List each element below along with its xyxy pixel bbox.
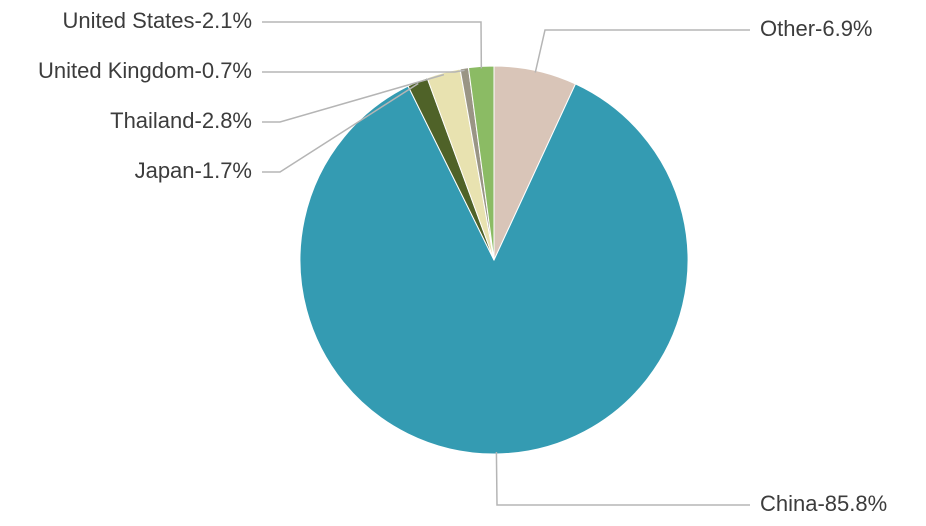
- data-label: Japan-1.7%: [135, 158, 252, 183]
- data-label: Thailand-2.8%: [110, 108, 252, 133]
- leader-line: [262, 82, 419, 173]
- data-label: China-85.8%: [760, 491, 887, 516]
- data-label: United Kingdom-0.7%: [38, 58, 252, 83]
- data-label: United States-2.1%: [62, 8, 252, 33]
- leader-line: [495, 451, 750, 506]
- data-label: Other-6.9%: [760, 16, 873, 41]
- leader-line: [262, 73, 445, 123]
- leader-line: [262, 69, 465, 73]
- leader-line: [262, 21, 483, 69]
- leader-line: [534, 29, 750, 73]
